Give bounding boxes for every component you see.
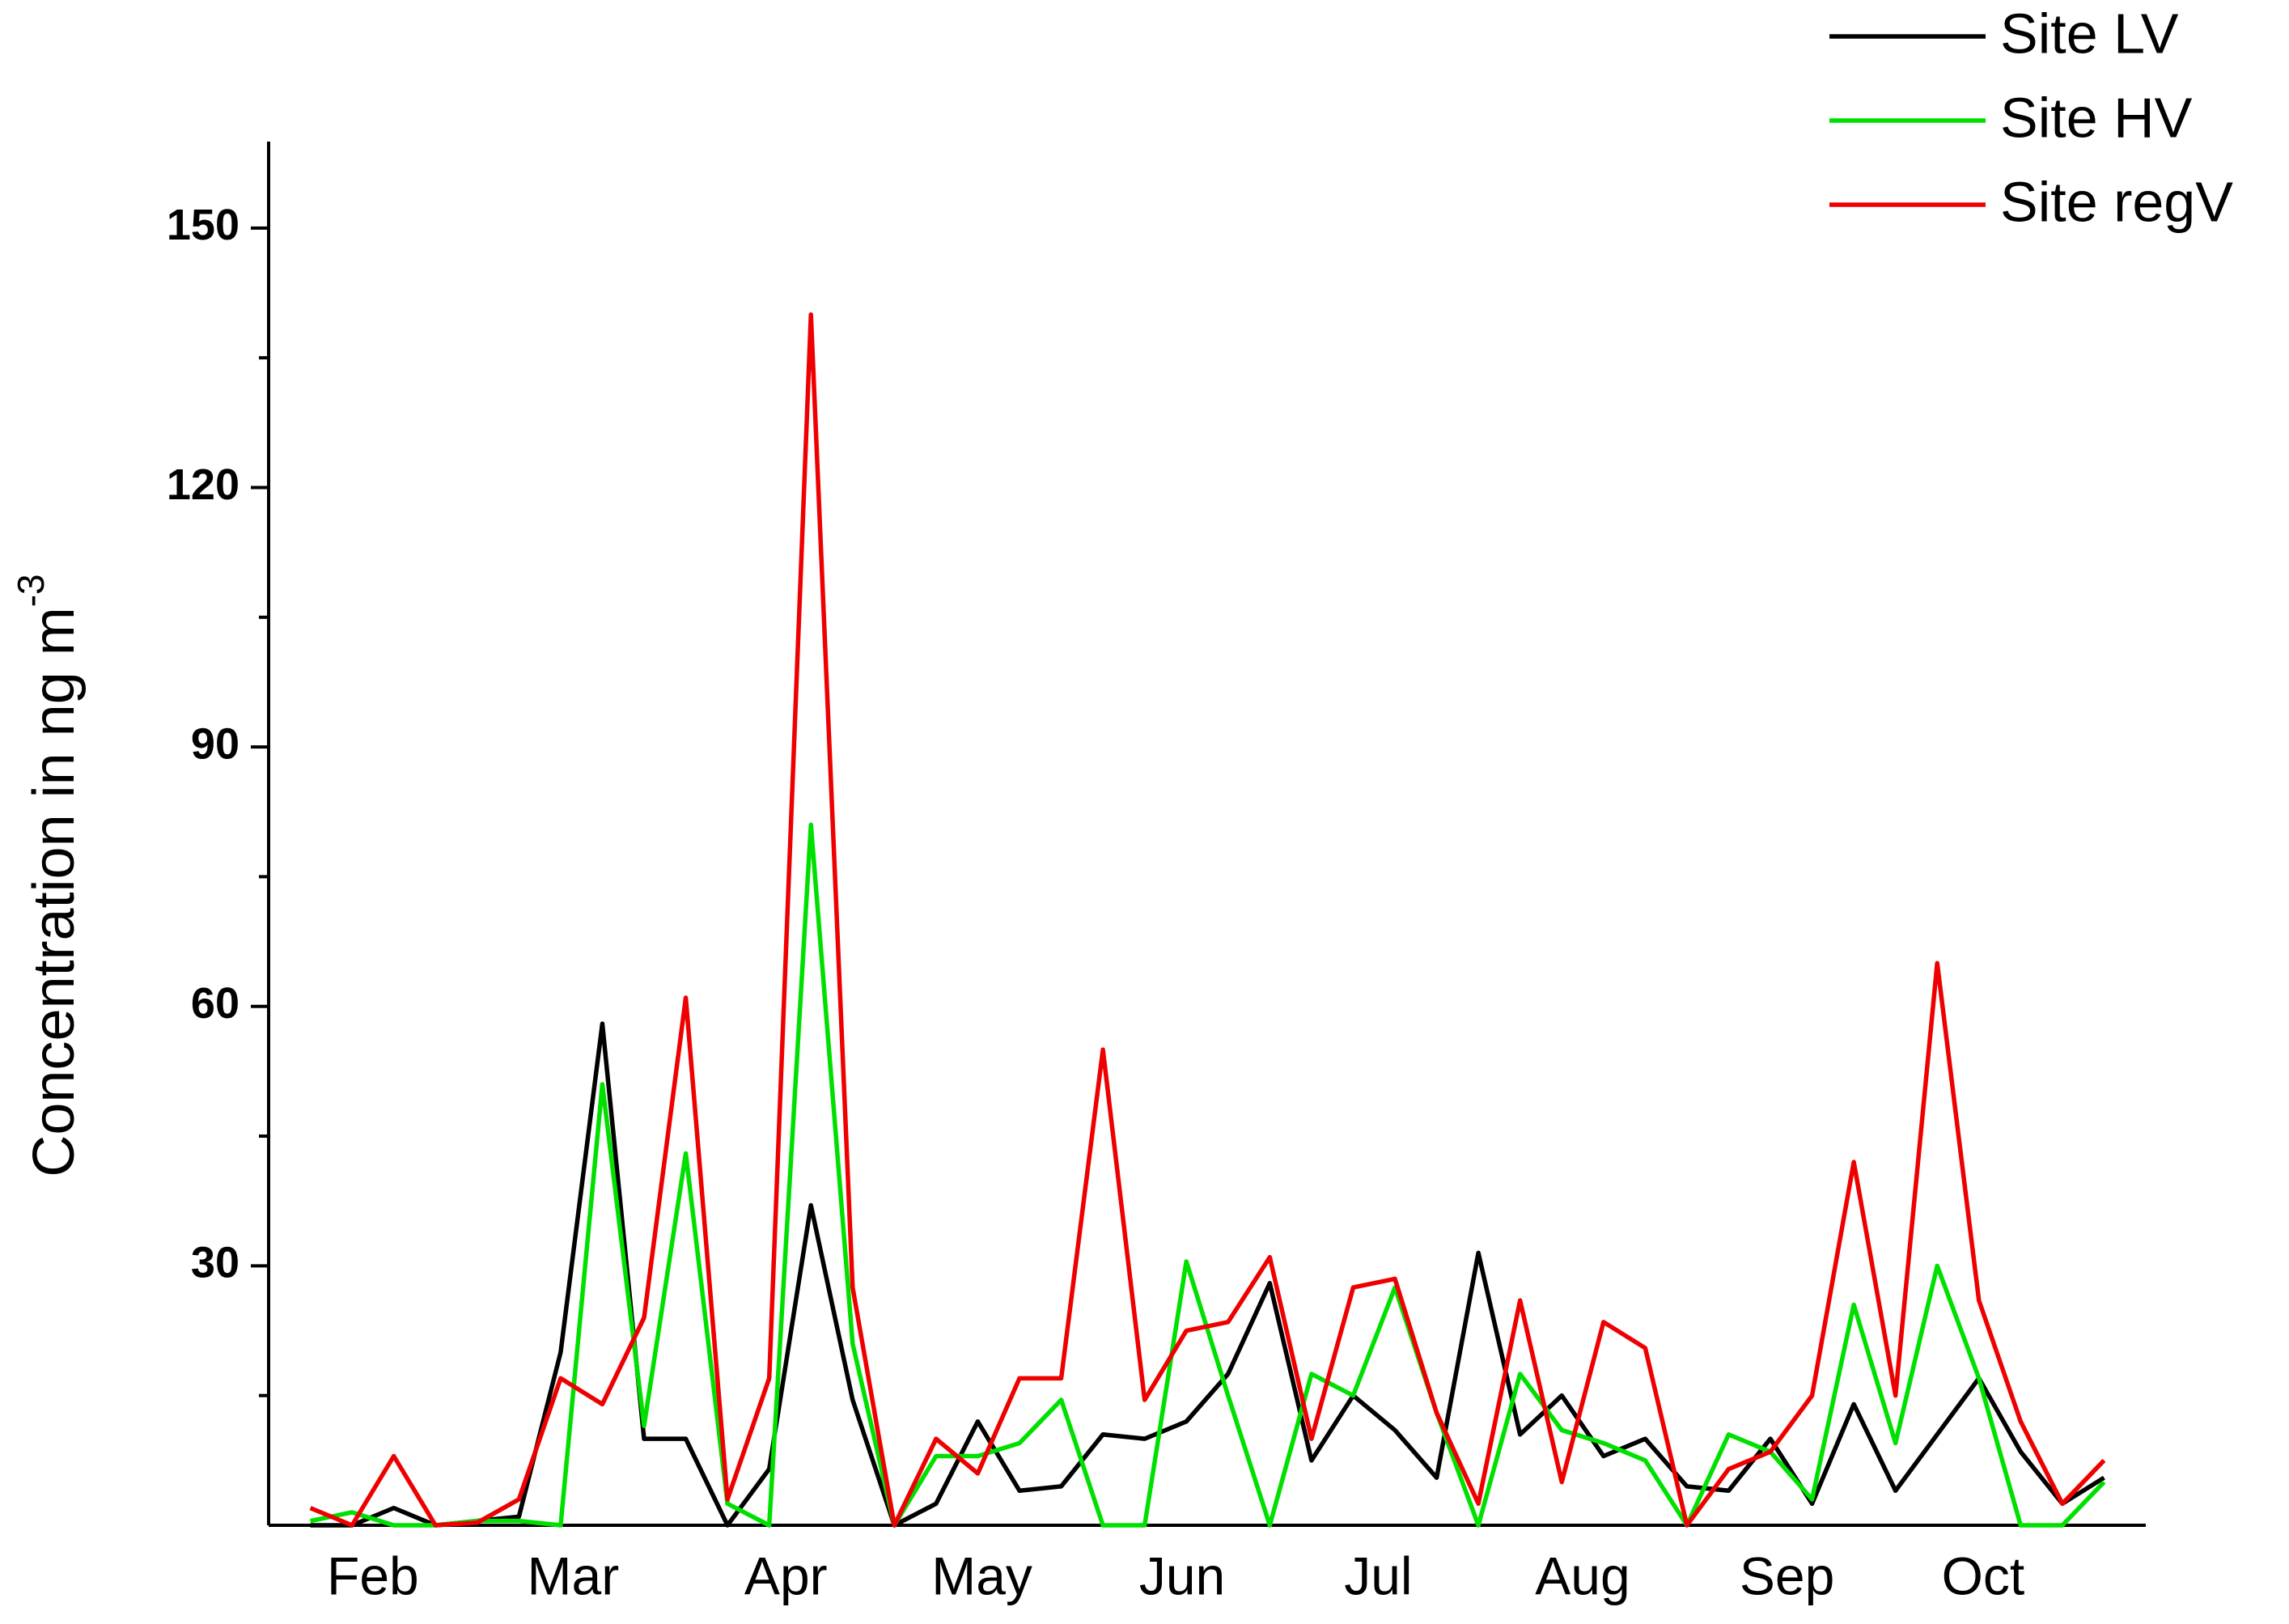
series-line	[309, 312, 2106, 1528]
y-tick-label: 30	[191, 1239, 239, 1287]
y-tick-label: 90	[191, 719, 239, 768]
x-tick-label: Oct	[1942, 1546, 2025, 1605]
y-axis-label-main: Concentration in ng m	[22, 607, 87, 1177]
x-tick-label: Sep	[1740, 1546, 1834, 1605]
x-tick-label: Aug	[1535, 1546, 1630, 1605]
x-tick-label: Apr	[744, 1546, 828, 1605]
y-tick-label: 60	[191, 979, 239, 1028]
x-tick-label: Feb	[327, 1546, 419, 1605]
x-tick-label: Jul	[1344, 1546, 1412, 1605]
legend-label: Site regV	[2000, 170, 2233, 233]
series-line	[309, 822, 2106, 1528]
legend-label: Site LV	[2000, 2, 2179, 65]
x-tick-label: Jun	[1139, 1546, 1225, 1605]
y-axis-label-sup: -3	[10, 574, 52, 607]
x-tick-label: May	[931, 1546, 1032, 1605]
y-tick-label: 150	[167, 201, 239, 249]
y-axis-label: Concentration in ng m-3	[10, 574, 87, 1177]
legend-label: Site HV	[2000, 86, 2193, 149]
y-tick-label: 120	[167, 460, 239, 509]
x-tick-label: Mar	[528, 1546, 620, 1605]
